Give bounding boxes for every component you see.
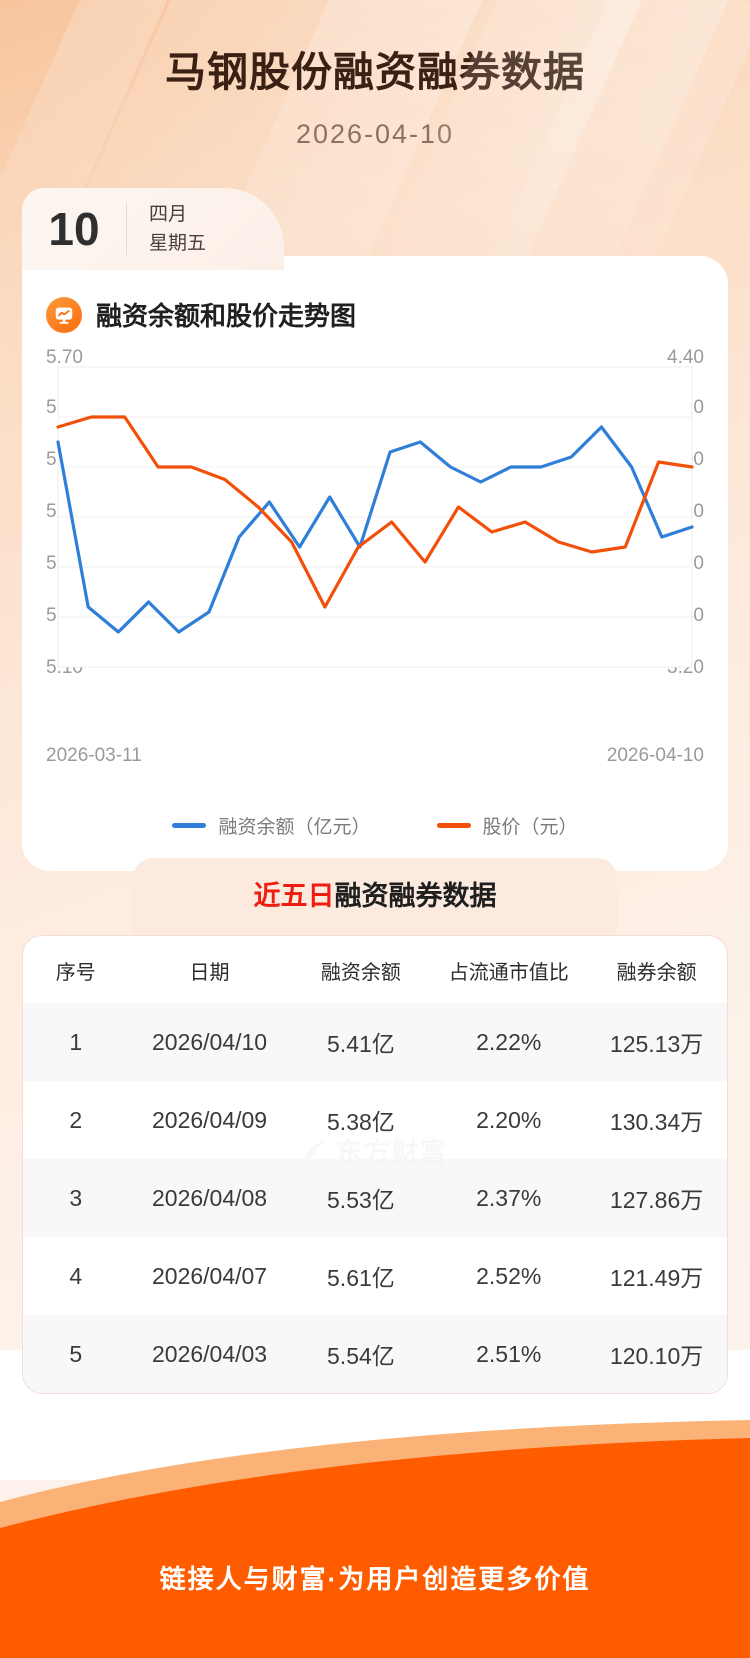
col-header-date: 日期 [189,962,230,984]
table-row: 3 2026/04/08 5.53亿 2.37% 127.86万 [23,1159,727,1237]
table-row: 4 2026/04/07 5.61亿 2.52% 121.49万 [23,1237,727,1315]
table-title-highlight: 近五日 [253,881,335,911]
cell-ratio: 2.52% [476,1262,542,1289]
x-axis-end-label: 2026-04-10 [606,745,704,766]
date-month: 四月 [149,203,188,225]
col-header-short: 融券余额 [616,962,697,984]
cell-date: 2026/04/09 [151,1106,268,1133]
cell-index: 1 [69,1028,83,1055]
cell-short: 127.86万 [609,1187,704,1213]
x-axis-start-label: 2026-03-11 [46,745,142,766]
cell-ratio: 2.51% [476,1340,542,1367]
y-right-tick-0: 4.40 [667,347,704,368]
table-row: 5 2026/04/03 5.54亿 2.51% 120.10万 [23,1315,727,1393]
y-left-tick-0: 5.70 [46,347,83,368]
date-divider [126,203,127,255]
cell-balance: 5.53亿 [327,1187,395,1213]
legend-label-balance: 融资余额（亿元） [218,817,371,838]
cell-index: 2 [69,1106,83,1133]
date-weekday: 星期五 [149,233,207,254]
page-date: 2026-04-10 [295,119,455,150]
cell-index: 4 [69,1262,83,1289]
cell-date: 2026/04/10 [151,1028,268,1055]
date-day: 10 [48,203,100,255]
page-header: 马钢股份融资融券数据 2026-04-10 [0,0,750,150]
legend-swatch-balance [172,823,207,828]
cell-index: 5 [69,1340,83,1367]
footer-slogan: 链接人与财富·为用户创造更多价值 [159,1564,591,1594]
page-footer: 链接人与财富·为用户创造更多价值 [0,1420,750,1658]
table-section-title: 近五日融资融券数据 [133,858,617,935]
page-title: 马钢股份融资融券数据 [165,49,585,95]
cell-balance: 5.38亿 [327,1109,395,1135]
chart-plot [56,366,694,668]
cell-short: 121.49万 [609,1265,704,1291]
chart-section-header: 融资余额和股价走势图 [22,282,728,333]
legend-item-balance[interactable]: 融资余额（亿元） [172,812,371,839]
cell-balance: 5.61亿 [327,1265,395,1291]
date-card: 10 四月 星期五 [22,188,284,270]
col-header-ratio: 占流通市值比 [448,962,569,984]
table-card: 东方财富 序号 日期 融资余额 占流通市值比 融券余额 1 2026/04/10 5… [22,935,728,1394]
chart-area: 东方财富 5.70 5.60 5.50 5.40 5.30 5.20 5.10 … [22,347,728,845]
trend-monitor-icon [46,296,82,333]
cell-index: 3 [69,1184,83,1211]
col-header-balance: 融资余额 [320,962,401,984]
legend-swatch-price [436,823,471,828]
cell-date: 2026/04/07 [151,1262,268,1289]
legend-label-price: 股价（元） [482,817,578,838]
cell-short: 120.10万 [609,1343,704,1369]
table-row: 1 2026/04/10 5.41亿 2.22% 125.13万 [23,1003,727,1081]
table-title-rest: 融资融券数据 [334,881,497,911]
table-row: 2 2026/04/09 5.38亿 2.20% 130.34万 [23,1081,727,1159]
legend-item-price[interactable]: 股价（元） [436,812,578,839]
cell-date: 2026/04/08 [151,1184,268,1211]
cell-balance: 5.54亿 [327,1343,395,1369]
col-header-index: 序号 [55,962,96,984]
table-header-row: 序号 日期 融资余额 占流通市值比 融券余额 [23,936,727,1003]
chart-legend: 融资余额（亿元） 股价（元） [22,812,728,839]
cell-short: 130.34万 [609,1109,704,1135]
margin-trading-table: 序号 日期 融资余额 占流通市值比 融券余额 1 2026/04/10 5.41亿 2… [23,936,727,1393]
cell-ratio: 2.37% [476,1184,542,1211]
cell-ratio: 2.20% [476,1106,542,1133]
chart-card: 融资余额和股价走势图 东方财富 5.70 5.60 5.50 5.40 5.30… [22,256,728,871]
cell-date: 2026/04/03 [151,1340,268,1367]
cell-ratio: 2.22% [476,1028,542,1055]
chart-title: 融资余额和股价走势图 [96,301,357,331]
cell-short: 125.13万 [609,1031,704,1057]
footer-wave [0,1420,750,1658]
table-section: 近五日融资融券数据 东方财富 序号 日期 融资余额 占流通市值比 融券余额 [22,858,728,1394]
cell-balance: 5.41亿 [327,1031,395,1057]
